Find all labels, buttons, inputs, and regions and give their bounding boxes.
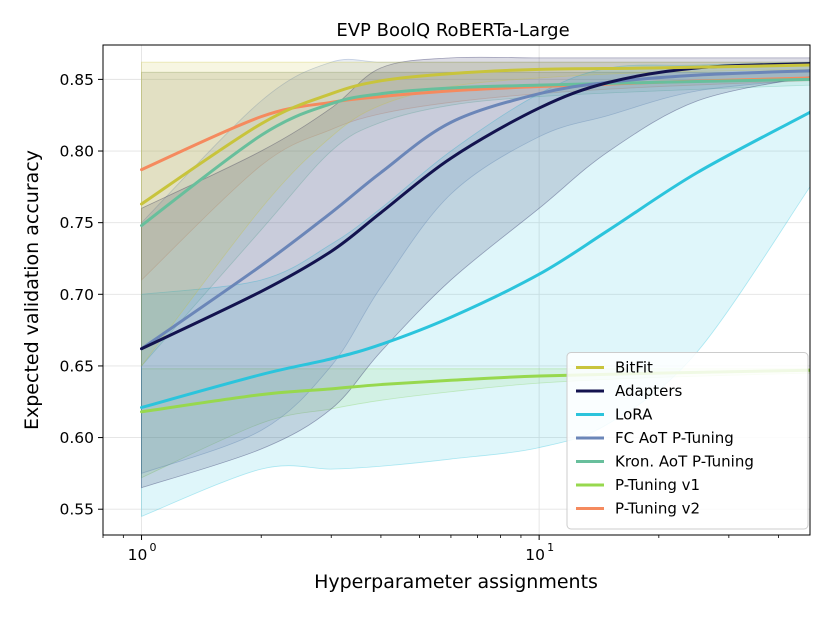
legend-label-kron-aot-p-tuning: Kron. AoT P-Tuning bbox=[615, 453, 754, 471]
x-tick-label: 10 bbox=[128, 546, 148, 564]
line-lora bbox=[140, 110, 810, 409]
y-tick-label: 0.60 bbox=[59, 429, 94, 447]
legend-label-fc-aot-p-tuning: FC AoT P-Tuning bbox=[615, 429, 734, 447]
chart-title: EVP BoolQ RoBERTa-Large bbox=[336, 20, 569, 41]
legend-label-p-tuning-v1: P-Tuning v1 bbox=[615, 476, 700, 494]
band-lora bbox=[141, 61, 810, 517]
legend-label-p-tuning-v2: P-Tuning v2 bbox=[615, 500, 700, 518]
x-tick-exponent: 0 bbox=[150, 541, 157, 554]
confidence-bands bbox=[141, 56, 810, 517]
y-tick-label: 0.85 bbox=[59, 71, 94, 89]
y-tick-label: 0.55 bbox=[59, 501, 94, 519]
line-adapters bbox=[140, 62, 810, 351]
y-axis-label: Expected validation accuracy bbox=[21, 150, 43, 430]
y-tick-label: 0.65 bbox=[59, 357, 94, 375]
plot-frame bbox=[102, 44, 811, 536]
legend: BitFit Adapters LoRA FC AoT P-Tuning Kron. A… bbox=[566, 352, 809, 530]
legend-label-bitfit: BitFit bbox=[615, 359, 653, 377]
legend-label-lora: LoRA bbox=[615, 406, 653, 424]
y-tick-label: 0.80 bbox=[59, 143, 94, 161]
x-tick-label: 10 bbox=[525, 546, 545, 564]
legend-box bbox=[566, 352, 809, 530]
x-axis-label: Hyperparameter assignments bbox=[314, 571, 598, 593]
x-tick-exponent: 1 bbox=[547, 541, 554, 554]
y-tick-label: 0.75 bbox=[59, 214, 94, 232]
line-bitfit bbox=[140, 63, 810, 206]
legend-label-adapters: Adapters bbox=[615, 382, 683, 400]
line-fc-aot-p-tuning bbox=[140, 69, 810, 351]
line-kron-aot-p-tuning bbox=[140, 77, 810, 228]
y-tick-label: 0.70 bbox=[59, 286, 94, 304]
band-kron-aot-p-tuning bbox=[141, 71, 810, 368]
band-bitfit bbox=[141, 61, 810, 368]
